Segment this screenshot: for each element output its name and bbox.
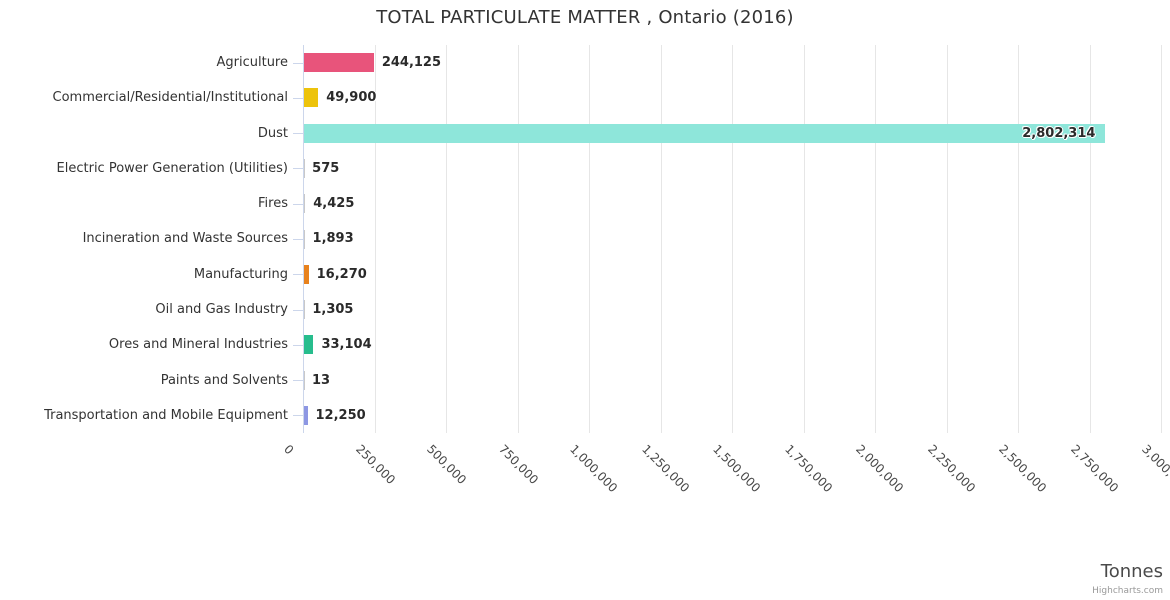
category-axis-tick — [293, 274, 303, 275]
value-label: 1,305 — [312, 302, 354, 318]
category-label: Fires — [258, 196, 288, 212]
category-label: Dust — [257, 125, 288, 141]
value-label: 49,900 — [326, 90, 377, 106]
gridline — [875, 45, 876, 433]
category-axis-tick — [293, 415, 303, 416]
x-axis-tick-label: 1,500,000 — [710, 442, 764, 496]
category-label: Incineration and Waste Sources — [82, 231, 288, 247]
x-axis-tick-label: 750,000 — [495, 442, 541, 487]
highcharts-credits-link[interactable]: Highcharts.com — [1092, 586, 1163, 596]
bar-manufacturing[interactable] — [304, 264, 309, 284]
bar-electric-power-generation-utilities-[interactable] — [304, 158, 305, 178]
x-axis-tick-label: 2,500,000 — [996, 442, 1050, 496]
gridline — [589, 45, 590, 433]
gridline — [946, 45, 948, 433]
category-axis-tick — [293, 133, 303, 134]
value-label: 13 — [312, 372, 331, 388]
category-label: Oil and Gas Industry — [155, 302, 288, 318]
value-label: 244,125 — [381, 55, 442, 71]
x-axis-title: Tonnes — [1100, 561, 1163, 582]
gridline — [660, 45, 662, 433]
category-axis-line — [303, 45, 304, 433]
category-axis-tick — [293, 380, 303, 381]
category-label: Electric Power Generation (Utilities) — [56, 160, 288, 176]
category-axis-tick — [293, 98, 303, 99]
bar-oil-and-gas-industry[interactable] — [304, 300, 305, 320]
category-label: Ores and Mineral Industries — [108, 337, 288, 353]
bar-commercial-residential-institutional[interactable] — [304, 88, 319, 108]
x-axis-tick-label: 2,750,000 — [1067, 442, 1121, 496]
value-label: 1,893 — [312, 231, 354, 247]
value-label: 575 — [312, 160, 340, 176]
value-label: 33,104 — [321, 337, 372, 353]
category-axis-tick — [293, 310, 303, 311]
gridline — [1018, 45, 1019, 433]
category-axis-tick — [293, 345, 303, 346]
x-axis-tick-label: 2,000,000 — [853, 442, 907, 496]
x-axis-tick-label: 3,000,000 — [1139, 442, 1170, 496]
bar-ores-and-mineral-industries[interactable] — [304, 335, 314, 355]
chart-title: TOTAL PARTICULATE MATTER , Ontario (2016… — [376, 7, 794, 28]
value-label: 12,250 — [315, 407, 366, 423]
x-axis-tick-label: 1,000,000 — [567, 442, 621, 496]
x-axis-tick-label: 500,000 — [424, 442, 470, 487]
x-axis-tick-label: 250,000 — [352, 442, 398, 487]
gridline — [803, 45, 805, 433]
bar-dust[interactable] — [304, 123, 1106, 143]
x-axis-tick-label: 1,750,000 — [781, 442, 835, 496]
value-label: 2,802,314 — [1022, 125, 1096, 141]
category-label: Manufacturing — [193, 266, 288, 282]
category-axis-tick — [293, 168, 303, 169]
gridline — [517, 45, 519, 433]
value-label: 16,270 — [316, 266, 367, 282]
bar-incineration-and-waste-sources[interactable] — [304, 229, 305, 249]
category-axis-tick — [293, 63, 303, 64]
gridline — [446, 45, 447, 433]
bar-paints-and-solvents[interactable] — [304, 370, 305, 390]
category-label: Transportation and Mobile Equipment — [44, 407, 288, 423]
x-axis-tick-label: 0 — [281, 442, 297, 458]
gridline — [1161, 45, 1162, 433]
category-axis-tick — [293, 239, 303, 240]
bar-fires[interactable] — [304, 194, 306, 214]
category-label: Commercial/Residential/Institutional — [52, 90, 289, 106]
bar-transportation-and-mobile-equipment[interactable] — [304, 405, 308, 425]
category-label: Paints and Solvents — [160, 372, 288, 388]
gridline — [374, 45, 376, 433]
value-label: 4,425 — [313, 196, 355, 212]
x-axis-tick-label: 1,250,000 — [638, 442, 692, 496]
gridline — [1089, 45, 1091, 433]
gridline — [732, 45, 733, 433]
category-axis-tick — [293, 204, 303, 205]
bar-agriculture[interactable] — [304, 53, 374, 73]
x-axis-tick-label: 2,250,000 — [924, 442, 978, 496]
category-label: Agriculture — [216, 55, 289, 71]
